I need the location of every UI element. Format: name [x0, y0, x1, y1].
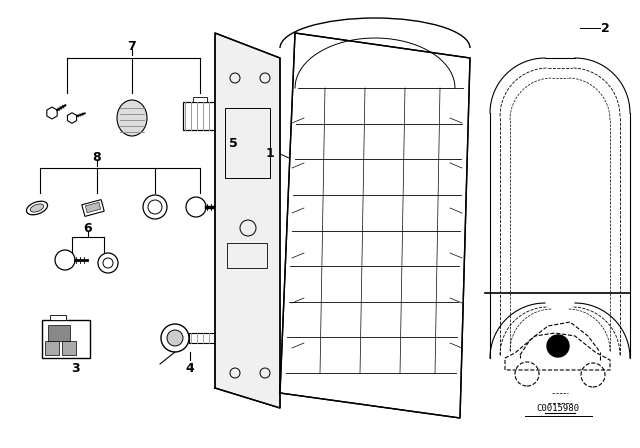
Bar [234, 330, 250, 346]
Circle shape [186, 197, 206, 217]
Text: 6: 6 [84, 221, 92, 234]
Circle shape [98, 253, 118, 273]
Circle shape [103, 258, 113, 268]
Bar [45, 341, 59, 355]
Bar [42, 320, 90, 358]
Bar [183, 102, 219, 130]
Text: C0015980: C0015980 [536, 404, 579, 413]
Ellipse shape [167, 330, 183, 346]
Text: 5: 5 [228, 137, 237, 150]
Text: 1: 1 [266, 146, 275, 159]
Bar [225, 108, 270, 178]
Text: 2: 2 [600, 22, 609, 34]
Bar [48, 325, 70, 341]
Circle shape [143, 195, 167, 219]
Bar [193, 97, 207, 102]
Polygon shape [47, 107, 57, 119]
Text: 4: 4 [186, 362, 195, 375]
Bar [50, 315, 66, 320]
Ellipse shape [161, 324, 189, 352]
Circle shape [547, 335, 569, 357]
Text: 8: 8 [93, 151, 101, 164]
Bar [82, 200, 104, 216]
Circle shape [55, 250, 75, 270]
Bar [227, 243, 267, 268]
Ellipse shape [117, 100, 147, 136]
Text: 3: 3 [70, 362, 79, 375]
Text: 7: 7 [127, 39, 136, 52]
Ellipse shape [30, 204, 44, 212]
Bar [62, 341, 76, 355]
Ellipse shape [26, 201, 47, 215]
Circle shape [148, 200, 162, 214]
Polygon shape [67, 113, 77, 123]
Bar [85, 202, 100, 213]
Polygon shape [215, 33, 280, 408]
Bar [236, 334, 241, 342]
Bar [189, 333, 234, 343]
Polygon shape [280, 33, 470, 418]
